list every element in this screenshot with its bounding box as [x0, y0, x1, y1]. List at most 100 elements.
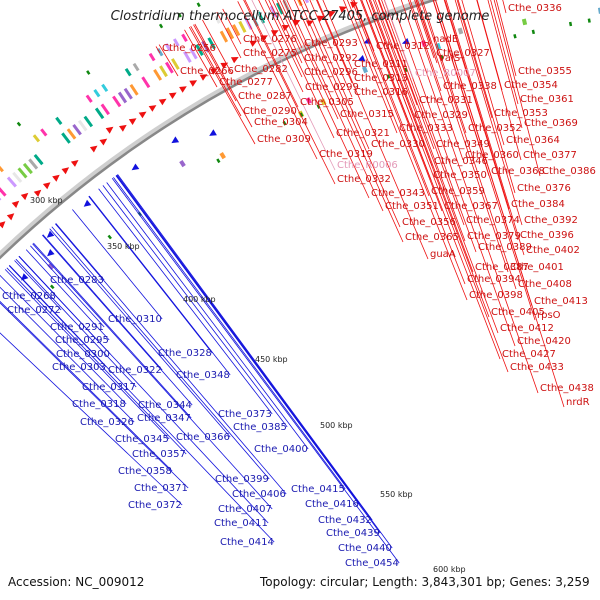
function-category-block [40, 128, 48, 137]
feature-labels: Cthe_0336 Cthe_0256 Cthe_0276 Cthe_0275 Cthe… [2, 3, 596, 569]
reverse-gene-label: Cthe_0348 [176, 370, 230, 381]
function-category-block [101, 83, 109, 93]
label-leader-line [361, 0, 501, 360]
reverse-gene-label: Cthe_0272 [7, 305, 61, 316]
label-leader-line [298, 0, 401, 228]
function-category-block [12, 171, 23, 183]
function-category-block [276, 2, 284, 15]
forward-gene-label: Cthe_0276 [243, 34, 297, 45]
forward-gene-label: Cthe_0296 [304, 67, 358, 78]
forward-gene-label: Cthe_0392 [524, 215, 578, 226]
label-leader-line [98, 188, 273, 415]
forward-gene-label: Cthe_0376 [517, 183, 571, 194]
label-leader-line [0, 332, 183, 506]
label-leader-line [373, 0, 499, 334]
forward-gene-label: Cthe_0377 [523, 150, 577, 161]
forward-gene-label: Cthe_0287 [238, 91, 292, 102]
label-leader-line [487, 0, 523, 129]
label-leader-line [316, 0, 353, 84]
rna-feature-mark [16, 121, 22, 127]
function-category-block [32, 134, 41, 143]
reverse-gene-arrow [171, 136, 180, 144]
reverse-gene-label: Cthe_0416 [305, 499, 359, 510]
rna-feature-mark [568, 21, 573, 27]
function-category-block [132, 62, 140, 72]
label-leader-line [368, 0, 490, 318]
scale-tick-label: 350 kbp [107, 242, 140, 251]
reverse-gene-arrow [21, 273, 29, 281]
function-category-block [0, 185, 7, 197]
rna-feature-mark [86, 70, 91, 75]
label-leader-line [400, 0, 539, 394]
label-leader-line [42, 234, 163, 371]
label-leader-line [316, 0, 429, 260]
label-leader-line [443, 0, 519, 241]
label-leader-line [258, 0, 304, 93]
function-category-block [181, 33, 188, 43]
forward-gene-label: Cthe_0327 [436, 48, 490, 59]
label-leader-line [115, 175, 381, 534]
reverse-gene-label: Cthe_0358 [118, 466, 172, 477]
label-leader-line [190, 26, 242, 117]
function-category-block [238, 20, 247, 33]
function-category-block [195, 44, 204, 56]
label-leader-line [194, 23, 253, 128]
label-leader-line [155, 46, 161, 54]
function-category-block [85, 94, 93, 103]
forward-gene-arrow [99, 138, 108, 146]
label-leader-line [55, 223, 105, 281]
rna-feature-mark [177, 12, 182, 18]
forward-gene-label: Cthe_0401 [510, 262, 564, 273]
forward-gene-label: Cthe_0350 [433, 170, 487, 181]
forward-gene-arrow [6, 213, 15, 221]
reverse-gene-label: Cthe_0322 [108, 365, 162, 376]
map-title: Clostridium thermocellum ATCC 27405, com… [111, 9, 490, 24]
forward-gene-label: Cthe_0311 [354, 59, 408, 70]
reverse-gene-label: Cthe_0268 [2, 291, 56, 302]
label-leader-line [102, 185, 288, 428]
backbone-ring-line [0, 0, 439, 260]
label-leader-line [378, 0, 435, 150]
accession-text: Accession: NC_009012 [8, 575, 144, 589]
function-category-block [17, 167, 28, 179]
forward-gene-label: Cthe_0330 [371, 139, 425, 150]
rna-gene-label: Cthe_R0006 [337, 160, 398, 171]
forward-gene-arrow [339, 6, 347, 13]
rna-feature-mark [196, 2, 201, 8]
label-leader-line [445, 0, 525, 256]
label-leader-line [407, 0, 464, 161]
forward-gene-arrow [105, 126, 114, 134]
label-leader-line [9, 265, 275, 543]
label-leader-line [237, 1, 318, 160]
function-category-block [66, 128, 77, 140]
label-leader-line [351, 0, 430, 197]
forward-gene-arrow [168, 92, 177, 99]
scale-ticks: 300 kbp 350 kbp 400 kbp 450 kbp 500 kbp 550 k… [30, 196, 466, 574]
label-leader-line [415, 0, 438, 64]
label-leader-line [15, 258, 137, 388]
label-leader-line [343, 0, 398, 134]
forward-gene-label: Cthe_0365 [405, 232, 459, 243]
forward-gene-arrow [20, 192, 29, 201]
label-leader-line [495, 0, 517, 77]
reverse-gene-label: Cthe_0373 [218, 409, 272, 420]
genome-backbone-ring [0, 0, 439, 260]
forward-gene-label: Cthe_0316 [354, 87, 408, 98]
forward-gene-arrow [70, 160, 79, 167]
forward-gene-arrow [292, 19, 301, 27]
forward-gene-label: nadE [433, 34, 458, 45]
reverse-gene-label: Cthe_0385 [233, 422, 287, 433]
rna-feature-mark [386, 74, 391, 79]
forward-gene-label: Cthe_0413 [534, 296, 588, 307]
function-category-block [307, 0, 316, 1]
label-leader-line [88, 196, 213, 354]
forward-gene-label: Cthe_0290 [243, 106, 297, 117]
function-category-block [55, 116, 63, 125]
forward-gene-label: Cthe_0396 [520, 230, 574, 241]
function-category-block [117, 91, 128, 104]
forward-gene-label: Cthe_0374 [466, 215, 520, 226]
label-leader-line [435, 0, 565, 408]
forward-gene-label: rpsO [537, 310, 561, 321]
label-leader-line [476, 0, 522, 161]
reverse-gene-arrow [131, 163, 140, 171]
